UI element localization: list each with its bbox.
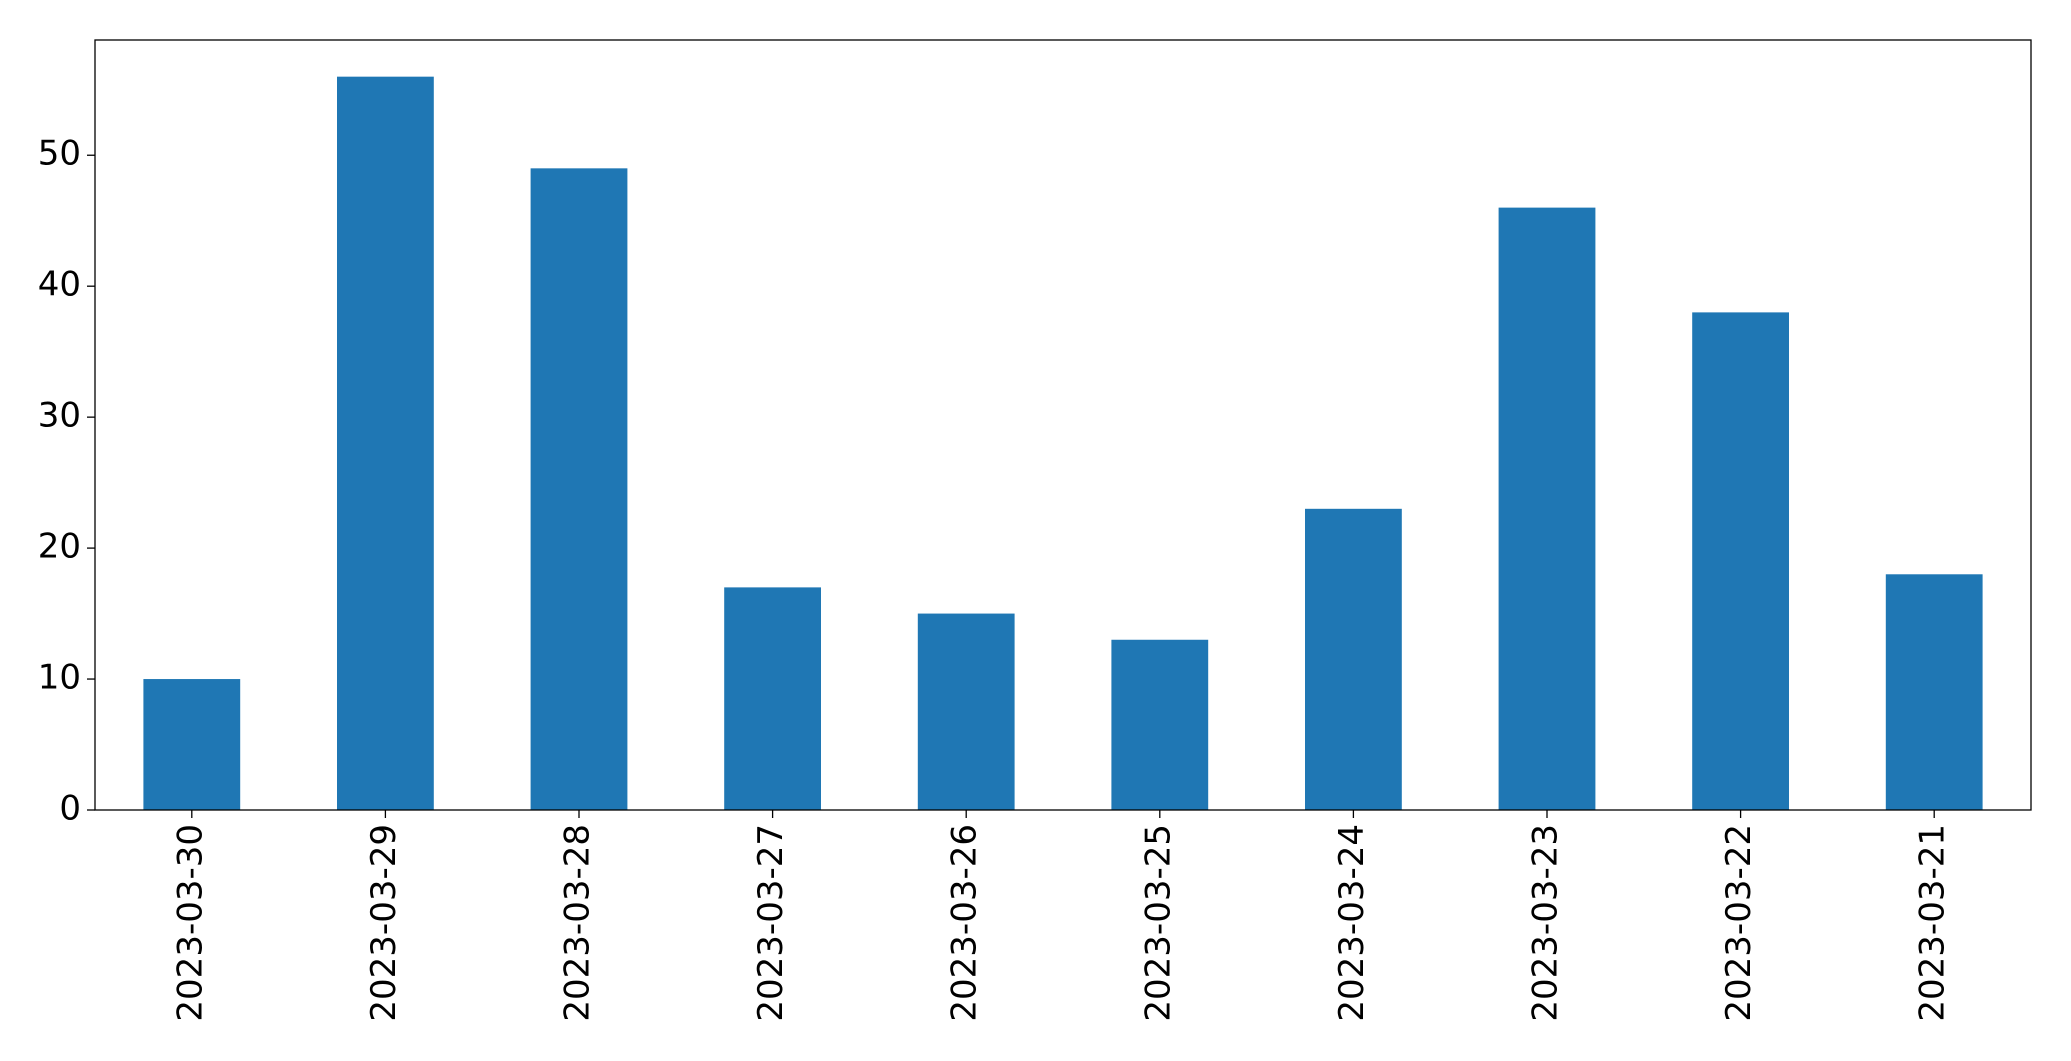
bar xyxy=(1305,508,1402,810)
bar xyxy=(530,168,628,811)
bar xyxy=(724,587,821,810)
x-tick-label: 2023-03-23 xyxy=(1526,824,1566,1022)
y-tick-label: 0 xyxy=(59,789,81,829)
y-tick-label: 30 xyxy=(38,396,81,436)
x-tick-label: 2023-03-21 xyxy=(1913,824,1953,1022)
x-tick-label: 2023-03-27 xyxy=(751,824,791,1022)
bar xyxy=(917,613,1015,810)
plot-frame xyxy=(94,39,2032,811)
bar xyxy=(1111,639,1209,810)
x-tick-label: 2023-03-25 xyxy=(1138,824,1178,1022)
y-tick-label: 50 xyxy=(38,134,81,174)
y-tick-label: 40 xyxy=(38,265,81,305)
x-tick-label: 2023-03-26 xyxy=(945,824,985,1022)
x-tick-label: 2023-03-28 xyxy=(558,824,598,1022)
y-tick-label: 10 xyxy=(38,658,81,698)
x-tick-label: 2023-03-24 xyxy=(1332,824,1372,1022)
bar xyxy=(337,76,434,810)
bar xyxy=(1885,574,1983,810)
x-tick-label: 2023-03-22 xyxy=(1719,824,1759,1022)
y-tick-label: 20 xyxy=(38,527,81,567)
x-tick-label: 2023-03-29 xyxy=(364,824,404,1022)
bar xyxy=(1498,207,1596,811)
x-tick-label: 2023-03-30 xyxy=(170,824,210,1022)
bar xyxy=(143,679,241,810)
bar xyxy=(1692,312,1789,810)
